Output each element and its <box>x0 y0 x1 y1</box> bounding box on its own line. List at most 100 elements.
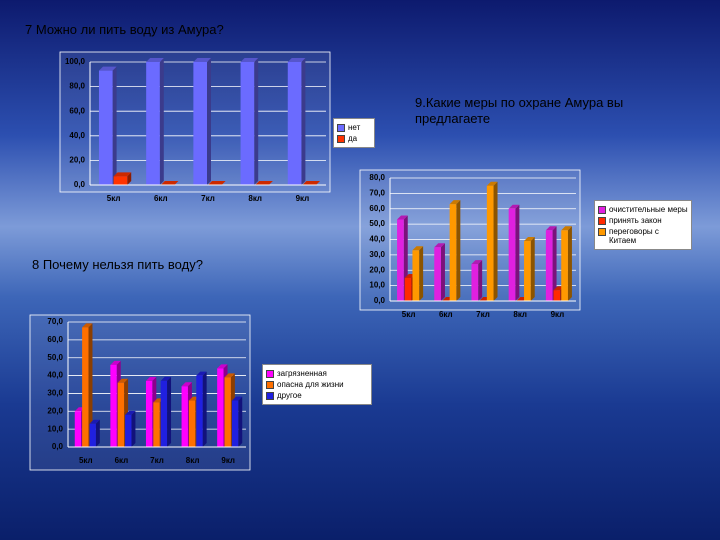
y-tick-label: 60,0 <box>47 335 63 344</box>
x-tick-label: 8кл <box>186 456 200 465</box>
bar-top <box>196 371 207 376</box>
x-tick-label: 8кл <box>513 310 527 319</box>
legend-swatch <box>598 228 606 236</box>
bar-top <box>545 226 557 231</box>
bar <box>231 400 239 447</box>
bar-top <box>486 181 498 186</box>
bar-top <box>125 410 136 415</box>
chart-title: 7 Можно ли пить воду из Амура? <box>25 22 224 37</box>
legend-entry: нет <box>337 123 371 132</box>
x-tick-label: 8кл <box>248 194 262 203</box>
legend: нет да <box>333 118 375 148</box>
bar-top <box>434 243 445 248</box>
bar-side <box>238 396 243 447</box>
bar <box>113 176 128 185</box>
y-tick-label: 30,0 <box>47 389 63 398</box>
bar <box>160 380 168 447</box>
x-tick-label: 9кл <box>221 456 235 465</box>
bar-top <box>98 66 117 71</box>
legend-label: другое <box>277 391 302 400</box>
x-tick-label: 9кл <box>296 194 310 203</box>
bar <box>217 368 224 447</box>
bar <box>153 402 160 447</box>
legend-swatch <box>266 370 274 378</box>
bar-side <box>159 58 164 185</box>
legend-label: очистительные меры <box>609 205 688 214</box>
y-tick-label: 20,0 <box>47 406 63 415</box>
bar-side <box>127 172 132 185</box>
bar <box>412 250 420 301</box>
legend-label: принять закон <box>609 216 662 225</box>
bar <box>434 247 441 301</box>
bar-side <box>530 237 535 301</box>
bar-side <box>493 181 498 301</box>
bar-top <box>471 260 483 265</box>
bar-top <box>524 237 535 242</box>
bar <box>240 62 255 185</box>
y-tick-label: 60,0 <box>69 106 85 115</box>
bar-top <box>240 58 259 62</box>
bar-side <box>207 58 211 185</box>
chart-title: 8 Почему нельзя пить воду? <box>32 257 203 272</box>
legend-swatch <box>266 392 274 400</box>
bar-top <box>217 364 228 369</box>
y-tick-label: 80,0 <box>69 82 85 91</box>
legend-swatch <box>337 135 345 143</box>
bar <box>545 230 553 301</box>
x-tick-label: 6кл <box>439 310 453 319</box>
bar-side <box>202 371 207 447</box>
x-tick-label: 9кл <box>551 310 565 319</box>
bar-side <box>515 204 520 301</box>
bar-top <box>145 376 157 381</box>
legend-entry: принять закон <box>598 216 688 225</box>
bar-side <box>456 200 461 301</box>
legend-entry: переговоры с Китаем <box>598 227 688 245</box>
bar-top <box>231 396 243 401</box>
bar <box>287 62 302 185</box>
bar <box>196 375 203 447</box>
bar-side <box>301 58 306 185</box>
bar <box>561 230 568 301</box>
bar-top <box>160 376 172 381</box>
bar-side <box>112 66 117 185</box>
legend-label: нет <box>348 123 361 132</box>
bar <box>486 185 494 301</box>
legend-label: опасна для жизни <box>277 380 344 389</box>
y-tick-label: 60,0 <box>369 204 385 213</box>
bar-side <box>478 260 483 301</box>
bar <box>146 62 160 185</box>
bar-top <box>113 172 132 177</box>
bar <box>145 380 153 447</box>
bar <box>224 377 231 447</box>
bar-top <box>160 181 179 185</box>
bar-top <box>397 215 408 220</box>
bar-top <box>508 204 520 209</box>
chart-title: 9.Какие меры по охране Амура вы предлага… <box>415 95 624 126</box>
bar <box>404 277 412 301</box>
bar-top <box>110 360 121 365</box>
x-tick-label: 5кл <box>79 456 93 465</box>
x-tick-label: 6кл <box>115 456 129 465</box>
bar-side <box>567 226 572 301</box>
y-tick-label: 0,0 <box>74 180 86 189</box>
y-tick-label: 40,0 <box>369 235 385 244</box>
legend: очистительные меры принять закон переговор… <box>594 200 692 250</box>
x-tick-label: 7кл <box>476 310 490 319</box>
legend-label: да <box>348 134 358 143</box>
bar-top <box>412 246 424 251</box>
legend-entry: другое <box>266 391 368 400</box>
bar-side <box>95 419 100 447</box>
bar <box>193 62 207 185</box>
y-tick-label: 30,0 <box>369 250 385 259</box>
x-tick-label: 5кл <box>402 310 416 319</box>
y-tick-label: 100,0 <box>65 57 86 66</box>
bar-top <box>449 200 461 205</box>
bar <box>98 70 113 185</box>
y-tick-label: 0,0 <box>374 296 386 305</box>
bar <box>110 364 117 447</box>
bar <box>188 400 196 447</box>
bar <box>508 208 516 301</box>
bar-side <box>254 58 259 185</box>
x-tick-label: 6кл <box>154 194 168 203</box>
